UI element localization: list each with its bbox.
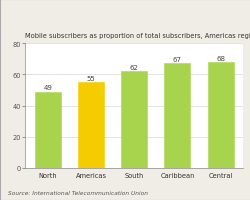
Text: 49: 49	[43, 85, 52, 91]
Text: 62: 62	[129, 65, 138, 71]
Bar	[164, 64, 190, 168]
Bar	[207, 63, 233, 168]
Bar	[121, 72, 147, 168]
Text: 55: 55	[86, 76, 95, 82]
Text: Mobile subscribers as proportion of total subscribers, Americas region 2004: Mobile subscribers as proportion of tota…	[25, 33, 250, 39]
Text: Source: International Telecommunication Union: Source: International Telecommunication …	[8, 190, 147, 195]
Text: 68: 68	[215, 55, 224, 61]
Bar	[78, 83, 104, 168]
Text: 67: 67	[172, 57, 181, 63]
Bar	[35, 92, 61, 168]
